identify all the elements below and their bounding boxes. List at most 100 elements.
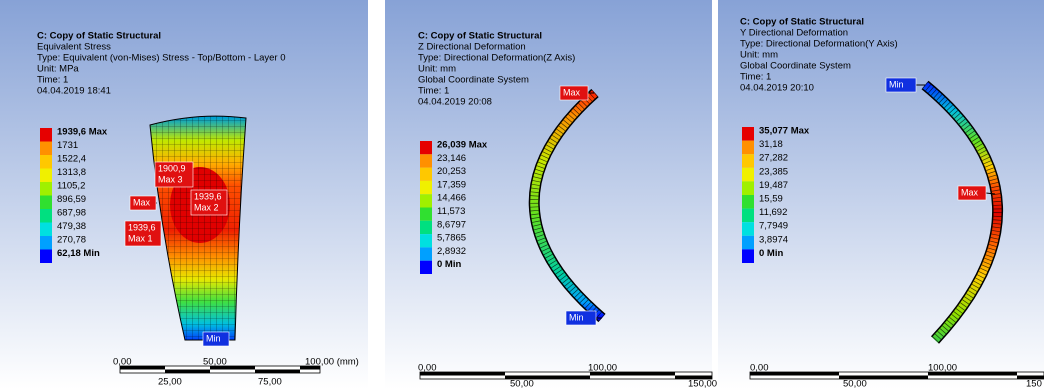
header-line: Global Coordinate System	[740, 61, 851, 72]
scale-label: 25,00	[158, 377, 182, 388]
legend-swatch	[420, 167, 432, 181]
legend-label: 5,7865	[437, 233, 466, 244]
legend-swatch	[40, 155, 52, 169]
legend-swatch	[420, 154, 432, 168]
legend-label: 23,146	[437, 153, 466, 164]
scale-segment	[210, 366, 255, 370]
legend-swatch	[40, 168, 52, 182]
header-line: Global Coordinate System	[418, 75, 529, 86]
callout-text: Max 3	[158, 174, 183, 184]
scale-label: 50,00	[843, 379, 867, 389]
header-line: Time: 1	[740, 72, 771, 83]
scale-segment	[675, 375, 712, 379]
header-line: C: Copy of Static Structural	[418, 31, 542, 42]
legend-label: 1522,4	[57, 154, 86, 165]
scale-label: 0,00	[750, 363, 769, 374]
legend-label: 26,039 Max	[437, 140, 488, 151]
legend-swatch	[40, 222, 52, 236]
legend-label: 1731	[57, 140, 78, 151]
scale-label: 75,00	[258, 377, 282, 388]
legend-swatch	[420, 194, 432, 208]
scale-segment	[590, 372, 675, 376]
scale-segment	[165, 369, 210, 373]
legend-label: 20,253	[437, 166, 466, 177]
callout-box	[124, 220, 162, 247]
shell-model	[149, 115, 247, 341]
scale-segment	[300, 366, 320, 370]
arc-model	[921, 80, 1004, 344]
legend-label: 23,385	[759, 166, 788, 177]
scale-segment	[120, 366, 165, 370]
header-line: Time: 1	[37, 75, 68, 86]
legend-label: 27,282	[759, 153, 788, 164]
callout: Max	[957, 185, 996, 201]
header-line: Unit: MPa	[37, 64, 79, 75]
legend-swatch	[40, 128, 52, 142]
legend-swatch	[40, 182, 52, 196]
legend-label: 17,359	[437, 179, 466, 190]
scale-label: 100,00 (mm)	[305, 357, 359, 368]
scale-segment	[839, 375, 928, 379]
header-line: 04.04.2019 18:41	[37, 86, 111, 97]
legend-label: 7,7949	[759, 221, 788, 232]
legend-label: 3,8974	[759, 234, 788, 245]
legend-label: 2,8932	[437, 246, 466, 257]
callout-text: Min	[206, 333, 221, 343]
panel-background	[385, 0, 712, 389]
legend-label: 1939,6 Max	[57, 127, 108, 138]
legend-swatch	[742, 208, 754, 223]
callout-box	[957, 185, 987, 201]
callout: Min	[202, 331, 230, 347]
header-line: Unit: mm	[740, 50, 778, 61]
legend-label: 1313,8	[57, 167, 86, 178]
callout: Max	[559, 85, 594, 101]
scale-segment	[420, 372, 505, 376]
callout-box	[202, 331, 230, 347]
legend-swatch	[742, 181, 754, 195]
legend-label: 11,692	[759, 207, 787, 218]
legend-label: 479,38	[57, 221, 86, 232]
callout-text: 1939,6	[128, 222, 156, 232]
callout-box	[559, 85, 589, 101]
scale-label: 50,00	[203, 357, 227, 368]
legend-swatch	[742, 167, 754, 182]
legend-label: 896,59	[57, 194, 86, 205]
scale-label: 150	[1026, 379, 1042, 389]
legend-swatch	[420, 180, 432, 195]
header-line: Z Directional Deformation	[418, 42, 526, 53]
legend-swatch	[420, 207, 432, 221]
legend-swatch	[420, 260, 432, 274]
callout-text: Min	[569, 312, 584, 322]
legend-swatch	[40, 141, 52, 155]
legend-swatch	[40, 209, 52, 223]
legend-swatch	[742, 195, 754, 209]
legend-swatch	[40, 236, 52, 250]
header-line: 04.04.2019 20:10	[740, 83, 814, 94]
scale-segment	[928, 372, 1017, 376]
legend-swatch	[420, 141, 432, 155]
legend-label: 270,78	[57, 235, 86, 246]
header-line: Unit: mm	[418, 64, 456, 75]
legend-swatch	[420, 247, 432, 261]
callout: Min	[565, 310, 602, 326]
header-line: C: Copy of Static Structural	[740, 17, 864, 28]
header-line: Equivalent Stress	[37, 42, 111, 53]
callout-text: Max	[563, 87, 581, 97]
callout-box	[154, 161, 194, 188]
legend-swatch	[742, 222, 754, 236]
header-line: C: Copy of Static Structural	[37, 31, 161, 42]
scale-label: 0,00	[418, 363, 437, 374]
legend-swatch	[40, 249, 52, 263]
callout-box	[190, 189, 228, 216]
scale-label: 0,00	[113, 357, 132, 368]
legend-swatch	[420, 234, 432, 248]
scale-segment	[255, 369, 300, 373]
callout-text: Max 2	[194, 202, 219, 212]
legend-label: 15,59	[759, 194, 783, 205]
scale-label: 100,00	[928, 363, 957, 374]
scale-segment	[505, 375, 590, 379]
scale-label: 100,00	[588, 363, 617, 374]
